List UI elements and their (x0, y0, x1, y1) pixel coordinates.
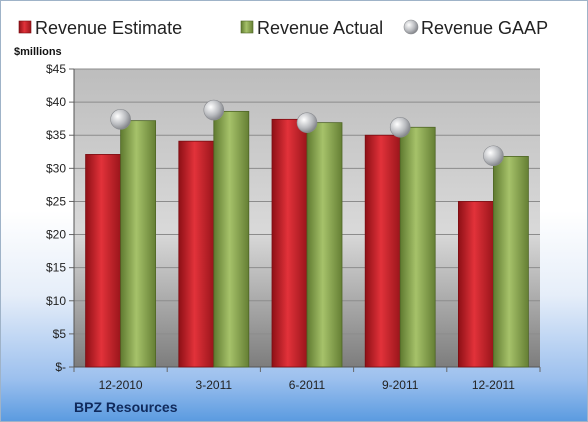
legend-label: Revenue Actual (257, 18, 383, 38)
legend-swatch-actual (240, 20, 254, 34)
actual-bar (399, 126, 436, 368)
y-tick-label: $- (55, 360, 66, 374)
y-tick-label: $40 (46, 95, 66, 109)
gaap-marker (203, 99, 225, 121)
estimate-bar (271, 118, 308, 368)
gaap-marker (296, 112, 318, 133)
x-tick-label: 12-2010 (99, 378, 143, 392)
gaap-marker (483, 145, 504, 167)
y-tick-label: $10 (46, 294, 66, 308)
actual-bar (213, 110, 250, 368)
gaap-marker (110, 109, 131, 130)
estimate-bar (85, 154, 121, 368)
y-tick-label: $30 (46, 161, 66, 175)
y-tick-label: $25 (46, 194, 66, 208)
legend-swatch-gaap (403, 19, 419, 35)
actual-bar (492, 156, 529, 368)
estimate-bar (364, 134, 401, 368)
estimate-bar (178, 140, 215, 368)
y-tick-label: $45 (46, 62, 66, 76)
y-tick-label: $35 (46, 128, 66, 142)
estimate-bar (457, 201, 494, 368)
y-tick-label: $15 (46, 261, 66, 275)
y-tick-label: $20 (46, 228, 66, 242)
legend-swatch-estimate (18, 20, 32, 34)
legend-label: Revenue Estimate (35, 18, 182, 38)
y-tick-label: $5 (53, 327, 67, 341)
x-tick-label: 6-2011 (289, 378, 326, 392)
y-axis-label: $millions (14, 46, 62, 58)
actual-bar (120, 120, 156, 368)
actual-bar (306, 122, 343, 368)
x-tick-label: 12-2011 (472, 378, 515, 392)
gaap-marker (389, 116, 411, 138)
x-tick-label: 9-2011 (382, 378, 419, 392)
legend-label: Revenue GAAP (421, 18, 548, 38)
x-tick-label: 3-2011 (196, 378, 233, 392)
company-name: BPZ Resources (74, 399, 178, 415)
